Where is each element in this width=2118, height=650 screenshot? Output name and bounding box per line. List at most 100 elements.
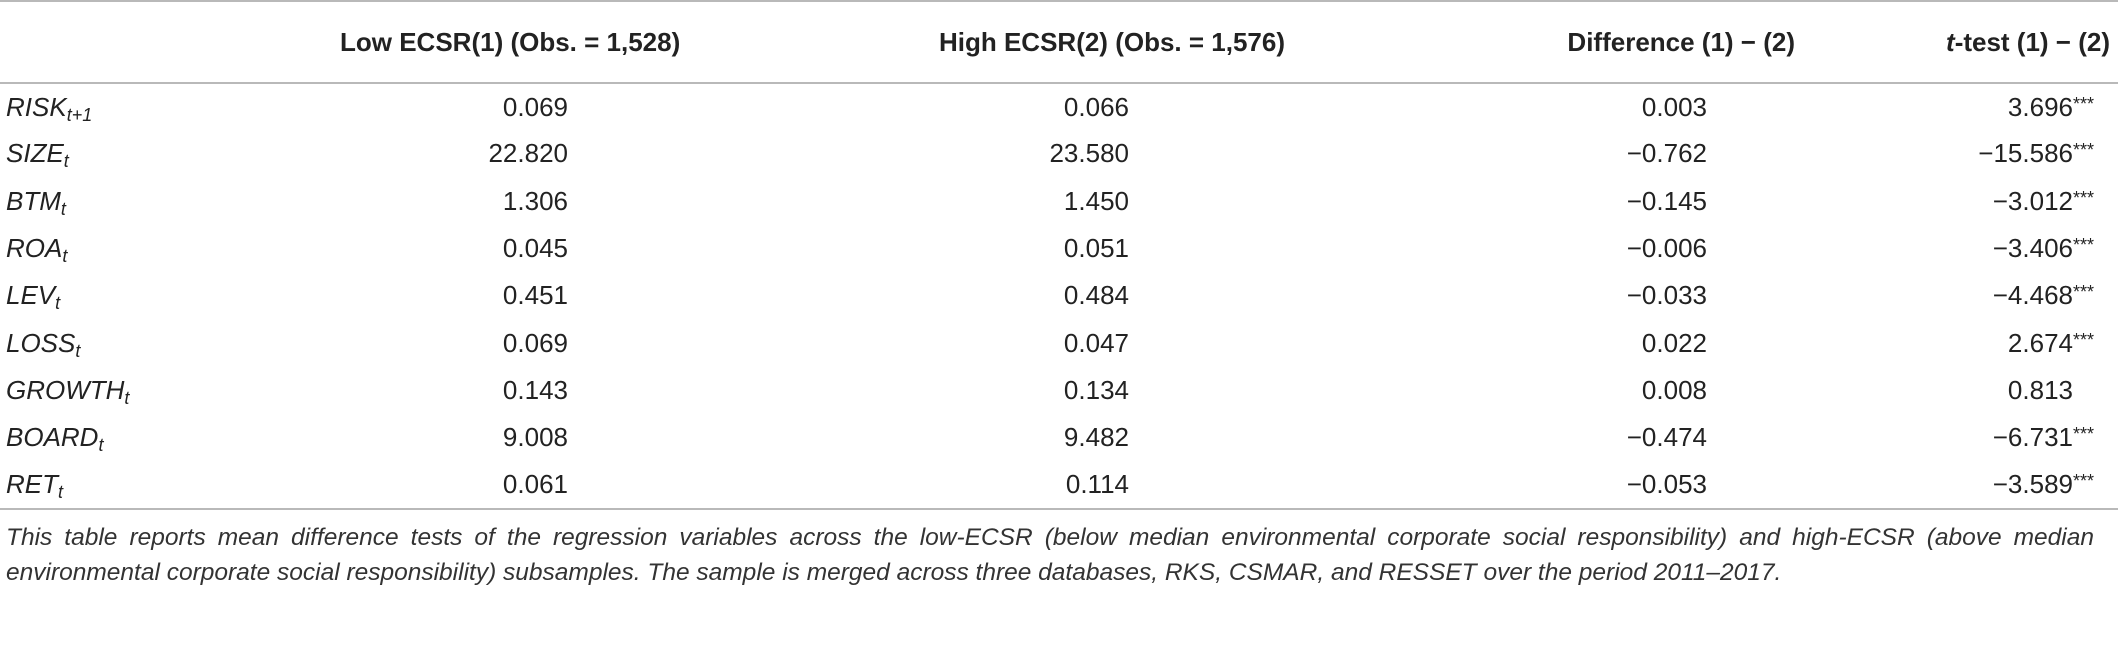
ttest-value: 2.674 xyxy=(2007,327,2073,358)
variable-subscript: t xyxy=(55,293,61,314)
cell-ttest: −3.406*** xyxy=(1795,225,2118,272)
cell-low-ecsr: 9.008 xyxy=(502,422,568,453)
header-row: Low ECSR(1) (Obs. = 1,528) High ECSR(2) … xyxy=(0,0,2118,84)
cell-ttest: 0.813 xyxy=(1795,367,2118,414)
variable-name: RISK xyxy=(6,91,67,122)
cell-ttest: 3.696*** xyxy=(1795,83,2118,130)
cell-high-ecsr: 0.484 xyxy=(1063,280,1129,311)
row-variable: RISKt+1 xyxy=(0,83,340,130)
header-low-ecsr: Low ECSR(1) (Obs. = 1,528) xyxy=(340,0,720,84)
significance-stars: *** xyxy=(2073,282,2095,303)
significance-stars: *** xyxy=(2073,329,2095,350)
cell-low-ecsr: 0.069 xyxy=(502,327,568,358)
variable-subscript: t xyxy=(98,435,104,456)
cell-difference: 0.003 xyxy=(1641,91,1707,122)
cell-low-ecsr: 0.143 xyxy=(502,374,568,405)
table-row: ROAt 0.045 0.051 −0.006 −3.406*** xyxy=(0,225,2118,272)
variable-name: BTM xyxy=(6,185,61,216)
cell-high-ecsr: 0.114 xyxy=(720,461,1285,510)
cell-low-ecsr: 0.061 xyxy=(340,461,720,510)
table-note: This table reports mean difference tests… xyxy=(6,523,2094,586)
cell-high-ecsr: 0.051 xyxy=(1063,233,1129,264)
significance-stars: *** xyxy=(2073,471,2095,492)
cell-ttest: −6.731*** xyxy=(1795,414,2118,461)
cell-difference: −0.053 xyxy=(1285,461,1795,510)
cell-high-ecsr: 9.482 xyxy=(1063,422,1129,453)
cell-ttest: −3.589*** xyxy=(1795,461,2118,510)
variable-subscript: t xyxy=(75,340,81,361)
table-row: BTMt 1.306 1.450 −0.145 −3.012*** xyxy=(0,178,2118,225)
variable-name: ROA xyxy=(6,233,63,264)
row-variable: GROWTHt xyxy=(0,367,340,414)
cell-difference: −0.762 xyxy=(1626,138,1707,169)
variable-subscript: t xyxy=(60,198,66,219)
cell-difference: −0.033 xyxy=(1626,280,1707,311)
cell-difference: 0.008 xyxy=(1641,374,1707,405)
ttest-value: −15.586 xyxy=(1978,138,2073,169)
table-row: LOSSt 0.069 0.047 0.022 2.674*** xyxy=(0,319,2118,366)
cell-high-ecsr: 0.047 xyxy=(1063,327,1129,358)
row-variable: BOARDt xyxy=(0,414,340,461)
cell-difference: −0.145 xyxy=(1626,185,1707,216)
significance-stars: *** xyxy=(2073,235,2095,256)
variable-subscript: t xyxy=(124,387,130,408)
header-variable xyxy=(0,0,340,84)
cell-ttest: −4.468*** xyxy=(1795,272,2118,319)
cell-low-ecsr: 0.045 xyxy=(502,233,568,264)
row-variable: LEVt xyxy=(0,272,340,319)
header-ttest-rest: -test (1) − (2) xyxy=(1954,26,2110,57)
cell-ttest: 2.674*** xyxy=(1795,319,2118,366)
significance-stars: *** xyxy=(2073,140,2095,161)
row-variable: LOSSt xyxy=(0,319,340,366)
significance-stars: *** xyxy=(2073,187,2095,208)
cell-low-ecsr: 22.820 xyxy=(488,138,568,169)
table-row: SIZEt 22.820 23.580 −0.762 −15.586*** xyxy=(0,130,2118,177)
cell-high-ecsr: 0.066 xyxy=(1063,91,1129,122)
variable-name: LEV xyxy=(6,280,56,311)
ttest-value: 3.696 xyxy=(2007,91,2073,122)
variable-name: GROWTH xyxy=(6,374,125,405)
header-ttest-t: t xyxy=(1946,26,1955,57)
variable-name: RET xyxy=(6,469,58,500)
header-difference: Difference (1) − (2) xyxy=(1285,0,1795,84)
table-body: RISKt+1 0.069 0.066 0.003 3.696*** SIZEt 22.82… xyxy=(0,83,2118,510)
table-row: LEVt 0.451 0.484 −0.033 −4.468*** xyxy=(0,272,2118,319)
table-row: RETt 0.061 0.114 −0.053 −3.589*** xyxy=(0,461,2118,510)
row-variable: ROAt xyxy=(0,225,340,272)
cell-ttest: −3.012*** xyxy=(1795,178,2118,225)
variable-name: BOARD xyxy=(6,422,99,453)
row-variable: RETt xyxy=(0,461,340,510)
variable-subscript: t xyxy=(63,151,69,172)
table-row: BOARDt 9.008 9.482 −0.474 −6.731*** xyxy=(0,414,2118,461)
variable-subscript: t xyxy=(58,482,64,503)
row-variable: SIZEt xyxy=(0,130,340,177)
cell-high-ecsr: 23.580 xyxy=(1049,138,1129,169)
mean-difference-table-container: Low ECSR(1) (Obs. = 1,528) High ECSR(2) … xyxy=(0,0,2118,586)
variable-name: LOSS xyxy=(6,327,76,358)
ttest-value: −4.468 xyxy=(1992,280,2073,311)
variable-name: SIZE xyxy=(6,138,64,169)
ttest-value: −3.406 xyxy=(1992,233,2073,264)
significance-stars: *** xyxy=(2073,93,2095,114)
header-high-ecsr: High ECSR(2) (Obs. = 1,576) xyxy=(720,0,1285,84)
cell-low-ecsr: 1.306 xyxy=(502,185,568,216)
mean-difference-table: Low ECSR(1) (Obs. = 1,528) High ECSR(2) … xyxy=(0,0,2118,510)
variable-subscript: t+1 xyxy=(66,104,93,125)
cell-difference: 0.022 xyxy=(1641,327,1707,358)
table-header: Low ECSR(1) (Obs. = 1,528) High ECSR(2) … xyxy=(0,0,2118,84)
cell-low-ecsr: 0.451 xyxy=(502,280,568,311)
ttest-value: −3.589 xyxy=(1992,469,2073,500)
table-row: GROWTHt 0.143 0.134 0.008 0.813 xyxy=(0,367,2118,414)
cell-ttest: −15.586*** xyxy=(1795,130,2118,177)
cell-difference: −0.006 xyxy=(1626,233,1707,264)
significance-stars: *** xyxy=(2073,424,2095,445)
variable-subscript: t xyxy=(62,246,68,267)
header-ttest: t-test (1) − (2) xyxy=(1795,0,2118,84)
cell-high-ecsr: 0.134 xyxy=(1063,374,1129,405)
cell-high-ecsr: 1.450 xyxy=(1063,185,1129,216)
ttest-value: −3.012 xyxy=(1992,185,2073,216)
table-row: RISKt+1 0.069 0.066 0.003 3.696*** xyxy=(0,83,2118,130)
ttest-value: −6.731 xyxy=(1992,422,2073,453)
ttest-value: 0.813 xyxy=(2007,374,2073,405)
cell-low-ecsr: 0.069 xyxy=(502,91,568,122)
